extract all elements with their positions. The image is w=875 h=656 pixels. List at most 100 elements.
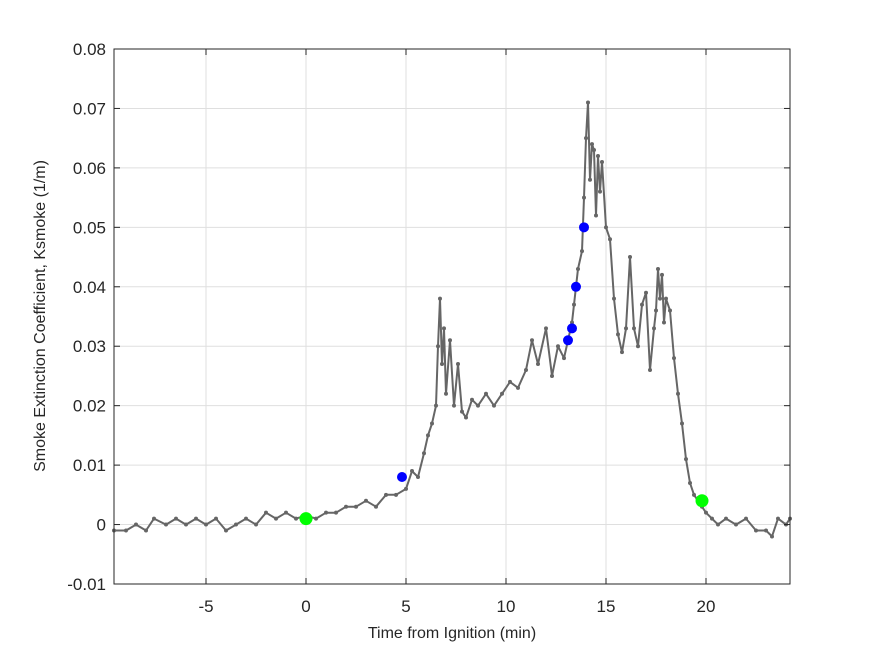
series-point — [588, 177, 592, 182]
series-point — [284, 510, 288, 515]
series-point — [416, 475, 420, 479]
series-point — [324, 510, 328, 515]
series-point — [426, 433, 430, 438]
series-point — [174, 516, 178, 521]
series-point — [410, 469, 414, 474]
x-tick-label: 0 — [301, 597, 310, 616]
y-tick-label: 0 — [97, 516, 106, 535]
series-point — [476, 403, 480, 408]
series-point — [456, 362, 460, 367]
series-point — [500, 391, 504, 396]
series-point — [632, 326, 636, 331]
series-point — [436, 344, 440, 349]
series-point — [652, 326, 656, 331]
plot-border — [113, 48, 791, 585]
series-point — [530, 338, 534, 343]
series-point — [294, 516, 298, 521]
y-tick-label: -0.01 — [67, 575, 106, 594]
series-point — [184, 522, 188, 527]
series-point — [556, 344, 560, 349]
series-point — [680, 421, 684, 426]
series-point — [654, 308, 658, 313]
y-tick-label: 0.03 — [73, 337, 106, 356]
series-point — [692, 492, 696, 497]
series-point — [620, 350, 624, 355]
series-point — [648, 368, 652, 372]
series-point — [384, 492, 388, 497]
series-point — [440, 362, 444, 367]
series-point — [576, 266, 580, 271]
series-point — [492, 403, 496, 408]
series-point — [484, 391, 488, 396]
y-tick-label: 0.06 — [73, 159, 106, 178]
series-point — [776, 516, 780, 521]
green-highlight-point — [299, 512, 313, 526]
series-point — [524, 368, 528, 372]
series-point — [164, 522, 168, 527]
series-point — [430, 421, 434, 426]
series-point — [594, 213, 598, 218]
x-tick-label: -5 — [198, 597, 213, 616]
series-point — [710, 516, 714, 521]
series-point — [354, 504, 358, 509]
series-point — [144, 528, 148, 533]
series-point — [244, 516, 248, 521]
data-series — [112, 100, 792, 539]
series-point — [516, 385, 520, 390]
series-point — [764, 528, 768, 533]
series-point — [444, 391, 448, 396]
series-point — [688, 480, 692, 485]
series-point — [676, 391, 680, 396]
series-point — [658, 296, 662, 301]
blue-highlight-point — [571, 281, 581, 292]
series-point — [604, 225, 608, 230]
series-point — [704, 510, 708, 515]
y-tick-label: 0.01 — [73, 456, 106, 475]
series-point — [586, 100, 590, 105]
series-point — [734, 522, 738, 527]
series-point — [214, 516, 218, 521]
y-tick-label: 0.02 — [73, 397, 106, 416]
series-point — [152, 516, 156, 521]
y-axis-label: Smoke Extinction Coefficient, Ksmoke (1/… — [32, 160, 49, 472]
series-point — [404, 486, 408, 491]
series-point — [624, 326, 628, 331]
series-point — [470, 397, 474, 402]
series-point — [274, 516, 278, 521]
series-point — [570, 320, 574, 325]
series-point — [394, 492, 398, 497]
series-point — [636, 344, 640, 349]
series-point — [508, 379, 512, 384]
series-point — [770, 534, 774, 539]
series-point — [452, 403, 456, 408]
green-highlight-point — [695, 494, 709, 508]
blue-highlight-point — [563, 335, 573, 346]
series-point — [124, 528, 128, 533]
series-point — [716, 522, 720, 527]
series-point — [448, 338, 452, 343]
y-tick-label: 0.07 — [73, 99, 106, 118]
series-point — [134, 522, 138, 527]
series-point — [684, 457, 688, 462]
x-axis-label: Time from Ignition (min) — [368, 625, 536, 642]
series-point — [744, 516, 748, 521]
series-point — [572, 302, 576, 307]
series-point — [442, 326, 446, 331]
series-point — [584, 136, 588, 141]
series-point — [434, 403, 438, 408]
series-point — [660, 272, 664, 277]
series-point — [580, 249, 584, 254]
blue-highlight-point — [579, 222, 589, 233]
series-point — [438, 296, 442, 301]
highlight-points — [299, 222, 709, 526]
series-point — [550, 373, 554, 378]
series-point — [562, 356, 566, 361]
series-point — [582, 195, 586, 200]
series-point — [536, 362, 540, 367]
x-tick-label: 10 — [497, 597, 516, 616]
series-point — [224, 528, 228, 533]
series-point — [640, 302, 644, 307]
series-point — [374, 504, 378, 509]
series-point — [314, 516, 318, 521]
series-point — [672, 356, 676, 361]
